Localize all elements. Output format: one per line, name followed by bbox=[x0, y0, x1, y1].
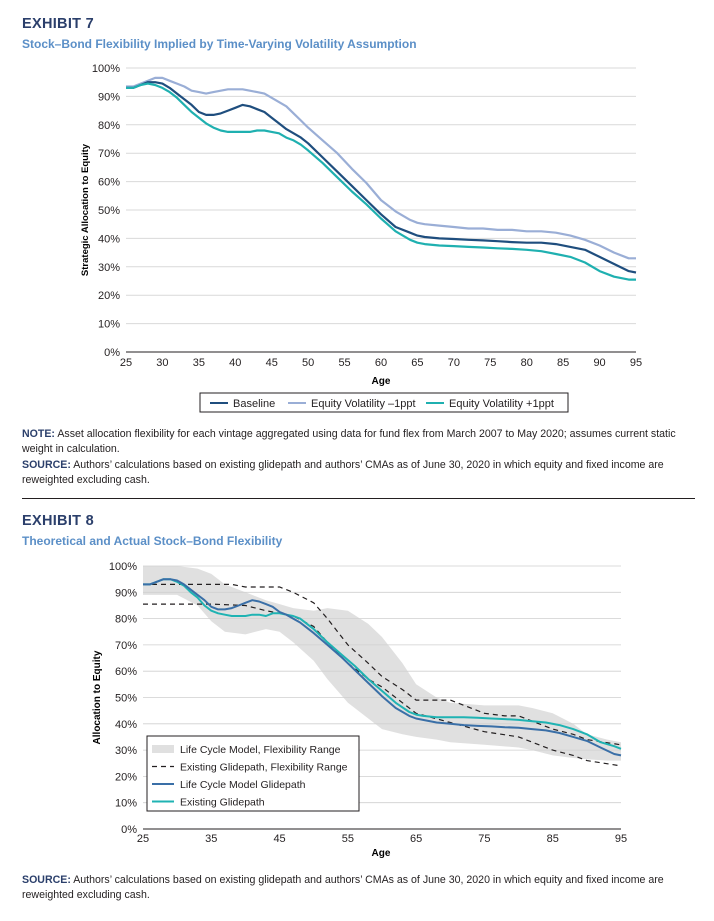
series-line-3 bbox=[126, 82, 636, 281]
y-tick-label: 50% bbox=[98, 205, 120, 217]
y-tick-label: 70% bbox=[98, 148, 120, 160]
y-tick-label: 100% bbox=[109, 561, 137, 573]
y-tick-label: 20% bbox=[115, 771, 137, 783]
x-tick-label: 85 bbox=[547, 833, 559, 845]
y-tick-label: 10% bbox=[98, 319, 120, 331]
x-tick-label: 85 bbox=[557, 357, 569, 369]
y-tick-label: 70% bbox=[115, 640, 137, 652]
exhibit-7-source: SOURCE: Authors’ calculations based on e… bbox=[22, 458, 694, 488]
legend-box bbox=[199, 392, 569, 413]
source-label: SOURCE: bbox=[22, 459, 71, 471]
x-tick-label: 35 bbox=[193, 357, 205, 369]
x-axis-title: Age bbox=[372, 376, 391, 387]
y-tick-label: 50% bbox=[115, 693, 137, 705]
x-tick-label: 80 bbox=[521, 357, 533, 369]
legend-label-3: Equity Volatility +1ppt bbox=[449, 398, 554, 410]
exhibit-7-title: Stock–Bond Flexibility Implied by Time-V… bbox=[22, 37, 417, 51]
note-label: NOTE: bbox=[22, 428, 55, 440]
x-tick-label: 65 bbox=[411, 357, 423, 369]
y-tick-label: 90% bbox=[115, 587, 137, 599]
x-tick-label: 25 bbox=[120, 357, 132, 369]
x-tick-label: 35 bbox=[205, 833, 217, 845]
y-tick-label: 90% bbox=[98, 91, 120, 103]
x-tick-label: 70 bbox=[448, 357, 460, 369]
legend-label-2: Equity Volatility –1ppt bbox=[311, 398, 416, 410]
dashed-range-line-1 bbox=[143, 583, 622, 746]
legend-label: Life Cycle Model, Flexibility Range bbox=[180, 744, 341, 756]
y-tick-label: 30% bbox=[98, 262, 120, 274]
x-tick-label: 90 bbox=[593, 357, 605, 369]
y-tick-label: 80% bbox=[98, 120, 120, 132]
source-label-2: SOURCE: bbox=[22, 874, 71, 886]
x-tick-label: 60 bbox=[375, 357, 387, 369]
y-tick-label: 40% bbox=[98, 233, 120, 245]
y-axis-title: Strategic Allocation to Equity bbox=[80, 143, 91, 276]
x-tick-label: 65 bbox=[410, 833, 422, 845]
legend-label-1: Baseline bbox=[233, 398, 275, 410]
existing-glidepath-line bbox=[143, 578, 622, 750]
x-tick-label: 75 bbox=[478, 833, 490, 845]
x-tick-label: 75 bbox=[484, 357, 496, 369]
y-tick-label: 60% bbox=[115, 666, 137, 678]
y-tick-label: 40% bbox=[115, 719, 137, 731]
y-tick-label: 60% bbox=[98, 177, 120, 189]
x-tick-label: 55 bbox=[342, 833, 354, 845]
y-axis-title: Allocation to Equity bbox=[92, 650, 103, 744]
x-tick-label: 95 bbox=[630, 357, 642, 369]
x-tick-label: 55 bbox=[338, 357, 350, 369]
x-tick-label: 45 bbox=[273, 833, 285, 845]
series-line-1 bbox=[126, 81, 637, 274]
exhibit-7-note: NOTE: Asset allocation flexibility for e… bbox=[22, 427, 694, 457]
y-tick-label: 0% bbox=[104, 347, 120, 359]
x-tick-label: 30 bbox=[156, 357, 168, 369]
chart-exhibit-8: 0% 10% 20% 30% 40% 50% 60% 70% 80% 90% 100% 25 35 45 5… bbox=[92, 561, 627, 859]
exhibit-7-label: EXHIBIT 7 bbox=[22, 16, 94, 32]
x-tick-label: 40 bbox=[229, 357, 241, 369]
exhibit-8-source: SOURCE: Authors’ calculations based on e… bbox=[22, 873, 694, 903]
source-text: Authors’ calculations based on existing … bbox=[22, 459, 664, 486]
note-text: Asset allocation flexibility for each vi… bbox=[22, 428, 676, 455]
legend-label: Life Cycle Model Glidepath bbox=[180, 779, 306, 791]
dashed-range-line-2 bbox=[143, 603, 622, 767]
legend-box bbox=[146, 735, 360, 812]
y-tick-label: 80% bbox=[115, 614, 137, 626]
lifecycle-glidepath-line bbox=[143, 578, 622, 757]
chart-exhibit-7: 0% 10% 20% 30% 40% 50% 60% 70% 80% 90% 100% 25 30 35 4… bbox=[80, 63, 642, 413]
legend-label: Existing Glidepath, Flexibility Range bbox=[180, 762, 348, 774]
series-line-2 bbox=[126, 76, 636, 260]
exhibit-8-title: Theoretical and Actual Stock–Bond Flexib… bbox=[22, 534, 283, 548]
x-tick-label: 25 bbox=[137, 833, 149, 845]
x-tick-label: 45 bbox=[266, 357, 278, 369]
y-tick-label: 20% bbox=[98, 290, 120, 302]
y-tick-label: 0% bbox=[121, 824, 137, 836]
section-divider bbox=[22, 498, 695, 499]
x-tick-label: 50 bbox=[302, 357, 314, 369]
x-axis-title: Age bbox=[372, 848, 391, 859]
source-text-2: Authors’ calculations based on existing … bbox=[22, 874, 664, 901]
y-tick-label: 10% bbox=[115, 798, 137, 810]
exhibit-8-label: EXHIBIT 8 bbox=[22, 513, 94, 529]
legend-label: Existing Glidepath bbox=[180, 797, 265, 809]
legend-swatch-band bbox=[152, 745, 174, 753]
x-tick-label: 95 bbox=[615, 833, 627, 845]
y-tick-label: 30% bbox=[115, 745, 137, 757]
y-tick-label: 100% bbox=[92, 63, 120, 75]
